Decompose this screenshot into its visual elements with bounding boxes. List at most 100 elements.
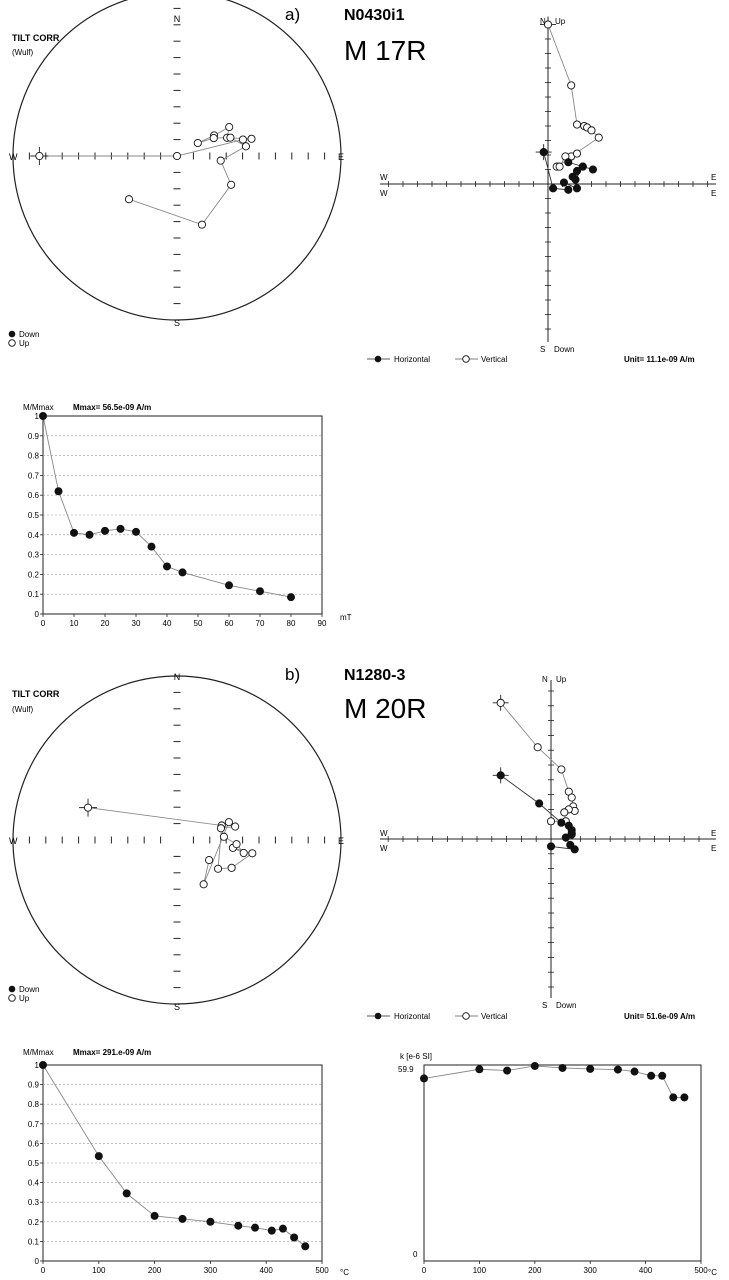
magnetozone-label: M 17R (344, 35, 426, 66)
stereo-point (225, 123, 234, 132)
x-tick-label: 100 (473, 1266, 487, 1275)
zij-horizontal-point (557, 818, 566, 827)
unit-label: Unit= 11.1e-09 A/m (624, 355, 695, 364)
zij-horizontal-point (578, 162, 587, 171)
y-tick-label: 1 (35, 1061, 40, 1070)
zij-vertical-point (496, 698, 505, 707)
x-tick-label: 10 (70, 619, 79, 628)
zij-down-label: Down (556, 1001, 576, 1010)
zij-e1-label: E (711, 173, 716, 182)
data-point (206, 1217, 215, 1226)
stereo-point (172, 151, 182, 161)
x-tick-label: 50 (194, 619, 203, 628)
east-label: E (338, 152, 344, 162)
data-point (680, 1093, 689, 1102)
zij-e2-label: E (711, 189, 716, 198)
stereo-path (39, 126, 252, 226)
y-tick-label: 0.9 (28, 1081, 40, 1090)
x-tick-label: 300 (204, 1266, 218, 1275)
zij-vertical-point (546, 817, 556, 826)
stereo-point (248, 849, 257, 858)
legend-vertical-label: Vertical (481, 355, 507, 364)
zij-north-label: N (540, 17, 546, 26)
legend-horizontal-label: Horizontal (394, 1012, 430, 1021)
south-label: S (174, 1002, 180, 1012)
zij-horizontal-point (496, 771, 505, 780)
suscept-ymax-label: 59.9 (398, 1065, 414, 1074)
x-tick-label: 500 (315, 1266, 329, 1275)
decay-xunit: mT (340, 613, 352, 622)
decay-mmax-label: Mmax= 291.e-09 A/m (73, 1048, 151, 1057)
x-tick-label: 20 (101, 619, 110, 628)
y-tick-label: 0.4 (28, 531, 40, 540)
decay-ylabel: M/Mmax (23, 403, 54, 412)
zij-down-label: Down (554, 345, 574, 354)
data-point (85, 530, 94, 539)
zij-horizontal-point (564, 185, 573, 194)
panel-b: N S W E TILT CORR (Wulf) Down Up b) N128… (8, 665, 717, 1277)
zij-horizontal-point (572, 166, 582, 175)
stereo-point (216, 824, 225, 833)
x-tick-label: 300 (584, 1266, 598, 1275)
data-point (658, 1071, 667, 1080)
data-point (420, 1074, 428, 1083)
legend-down-label: Down (19, 330, 39, 339)
data-point (251, 1223, 260, 1232)
x-tick-label: 200 (528, 1266, 542, 1275)
stereo-point (205, 856, 214, 865)
zij-horizontal-point (572, 184, 582, 193)
zij-w1-label: W (380, 829, 388, 838)
zij-vertical-point (587, 126, 596, 135)
zij-horizontal-point (535, 799, 544, 808)
legend-down-marker (8, 330, 16, 338)
data-point (54, 487, 63, 496)
zij-up-label: Up (555, 17, 566, 26)
decay-xunit: °C (340, 1268, 349, 1277)
y-tick-label: 0.3 (28, 551, 40, 560)
zij-horizontal-point (539, 148, 548, 157)
magnetozone-label: M 20R (344, 693, 426, 724)
legend-up-marker (8, 994, 16, 1002)
zij-vertical-point (567, 81, 576, 90)
data-point (39, 1061, 47, 1069)
stereo-point (209, 134, 218, 143)
decay-mmax-label: Mmax= 56.5e-09 A/m (73, 403, 151, 412)
stereo-point (83, 803, 93, 812)
tilt-corr-label: TILT CORR (12, 33, 60, 43)
stereonet-b: N S W E TILT CORR (Wulf) Down Up (8, 672, 344, 1012)
zijderveld-b-data (492, 694, 579, 854)
data-point (613, 1065, 622, 1074)
zij-e1-label: E (711, 829, 716, 838)
data-point (150, 1211, 159, 1220)
legend-horizontal-label: Horizontal (394, 355, 430, 364)
tilt-corr-label: TILT CORR (12, 689, 60, 699)
zij-horizontal-point (564, 158, 573, 167)
stereonet-b-data (79, 798, 257, 889)
zij-horizontal-point (567, 829, 576, 838)
y-tick-label: 0.1 (28, 1237, 40, 1246)
projection-label: (Wulf) (12, 705, 34, 714)
legend-vertical-label: Vertical (481, 1012, 507, 1021)
data-point (39, 412, 47, 420)
data-point (647, 1071, 656, 1080)
stereo-point (226, 133, 235, 142)
demagnetization-chart-a: M/Mmax Mmax= 56.5e-09 A/m mT 0 0.1 0.2 0.3 0… (23, 403, 352, 628)
zij-w1-label: W (380, 173, 388, 182)
zij-horizontal-point (559, 178, 569, 187)
data-point (301, 1242, 310, 1251)
data-point (267, 1226, 276, 1235)
legend-up-marker (8, 339, 16, 347)
y-tick-label: 0.2 (28, 1218, 40, 1227)
zij-vertical-point (543, 20, 553, 29)
x-tick-label: 0 (41, 1266, 46, 1275)
zij-vertical-point (572, 120, 582, 129)
stereo-point (231, 822, 240, 831)
y-tick-label: 0.6 (28, 1139, 40, 1148)
legend-horizontal-marker (374, 1012, 382, 1020)
stereo-point (219, 832, 228, 841)
y-tick-label: 0.4 (28, 1179, 40, 1188)
y-tick-label: 1 (35, 412, 40, 421)
legend-down-marker (8, 985, 16, 993)
stereo-point (193, 138, 202, 148)
stereonet-a-ticks (28, 7, 326, 305)
